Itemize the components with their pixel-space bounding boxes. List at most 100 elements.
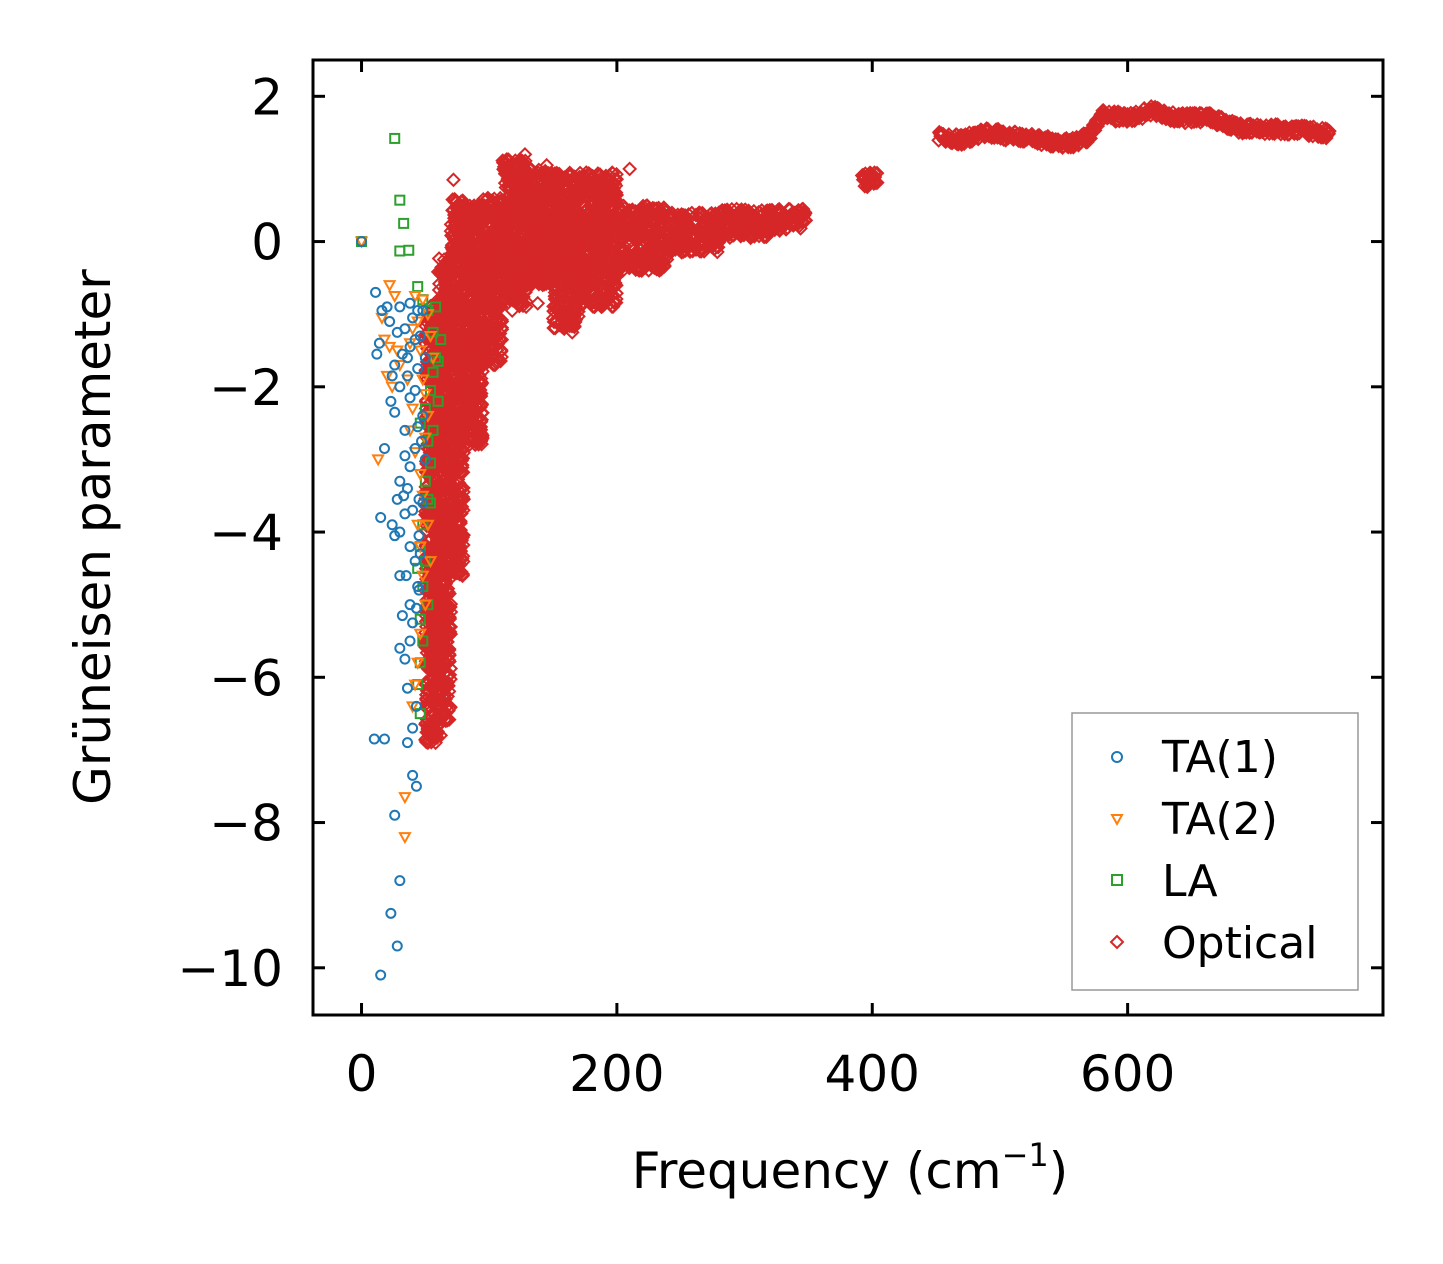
optical-point	[437, 594, 453, 610]
optical-point	[423, 574, 439, 590]
optical-point	[463, 338, 479, 353]
optical-point	[608, 291, 624, 307]
optical-point	[434, 404, 450, 420]
optical-point	[497, 226, 512, 242]
optical-point	[670, 224, 685, 240]
optical-point	[587, 299, 602, 315]
optical-point	[797, 213, 813, 228]
optical-point	[445, 241, 461, 257]
optical-point	[444, 485, 460, 501]
optical-point	[431, 701, 447, 717]
optical-point	[548, 177, 564, 192]
optical-point	[434, 317, 450, 333]
optical-point	[747, 213, 763, 229]
optical-point	[621, 225, 637, 241]
optical-point	[621, 247, 636, 263]
optical-point	[503, 277, 519, 293]
optical-point	[577, 199, 593, 215]
optical-point	[646, 257, 662, 273]
optical-point	[627, 246, 642, 261]
optical-point	[466, 272, 482, 288]
optical-point	[511, 170, 527, 185]
optical-point	[468, 434, 484, 450]
optical-point	[600, 188, 616, 204]
optical-point	[510, 288, 526, 304]
optical-point	[711, 233, 727, 249]
optical-point	[498, 267, 513, 283]
optical-point	[459, 350, 475, 366]
optical-point	[445, 382, 461, 397]
optical-point	[436, 479, 452, 495]
optical-point	[423, 690, 439, 706]
optical-point	[431, 592, 447, 608]
optical-point	[526, 253, 542, 269]
optical-point	[527, 236, 543, 251]
optical-point	[577, 181, 593, 196]
optical-point	[454, 453, 470, 468]
optical-point	[666, 209, 682, 225]
optical-point	[588, 206, 604, 222]
optical-point	[547, 166, 563, 181]
optical-point	[466, 330, 482, 346]
optical-point	[432, 621, 447, 637]
optical-point	[581, 257, 597, 273]
optical-point	[458, 343, 474, 359]
optical-point	[479, 273, 494, 288]
optical-point	[550, 198, 566, 214]
optical-point	[443, 394, 459, 410]
optical-point	[548, 301, 564, 317]
optical-point	[497, 207, 513, 223]
optical-point	[549, 251, 565, 267]
optical-point	[466, 363, 482, 378]
optical-point	[672, 235, 688, 251]
optical-point	[453, 513, 468, 529]
optical-point	[532, 196, 548, 212]
optical-point	[692, 205, 707, 221]
optical-point	[434, 521, 450, 536]
optical-point	[664, 205, 680, 221]
optical-point	[762, 213, 778, 229]
optical-point	[549, 217, 565, 233]
optical-point	[708, 233, 724, 249]
optical-point	[487, 302, 503, 317]
optical-point	[660, 238, 676, 254]
optical-point	[463, 225, 479, 241]
optical-point	[481, 250, 497, 265]
optical-point	[500, 195, 516, 211]
optical-point	[744, 208, 760, 224]
optical-point	[486, 320, 502, 336]
optical-point	[508, 159, 524, 175]
optical-point	[455, 554, 471, 569]
optical-point	[593, 284, 609, 300]
optical-point	[587, 216, 602, 231]
optical-point	[756, 229, 772, 245]
optical-point	[449, 239, 465, 255]
optical-point	[474, 430, 490, 446]
optical-point	[772, 223, 788, 238]
optical-point	[446, 202, 461, 218]
optical-point	[509, 201, 525, 216]
optical-point	[423, 719, 439, 735]
optical-point	[643, 243, 659, 259]
optical-point	[507, 213, 522, 229]
optical-point	[794, 214, 810, 229]
optical-point	[476, 201, 492, 217]
optical-point	[551, 251, 567, 267]
optical-point	[445, 353, 461, 369]
optical-point	[608, 277, 624, 293]
optical-point	[443, 441, 459, 457]
optical-point	[525, 258, 540, 274]
optical-point	[574, 295, 590, 311]
optical-point	[461, 238, 477, 253]
optical-point	[579, 272, 595, 288]
optical-point	[553, 175, 568, 190]
optical-point	[523, 237, 539, 253]
optical-point	[456, 300, 472, 316]
optical-point	[628, 204, 643, 219]
optical-point	[446, 523, 462, 539]
optical-point	[461, 203, 476, 219]
optical-point	[556, 312, 572, 328]
optical-point	[454, 481, 470, 497]
optical-point	[501, 276, 516, 292]
